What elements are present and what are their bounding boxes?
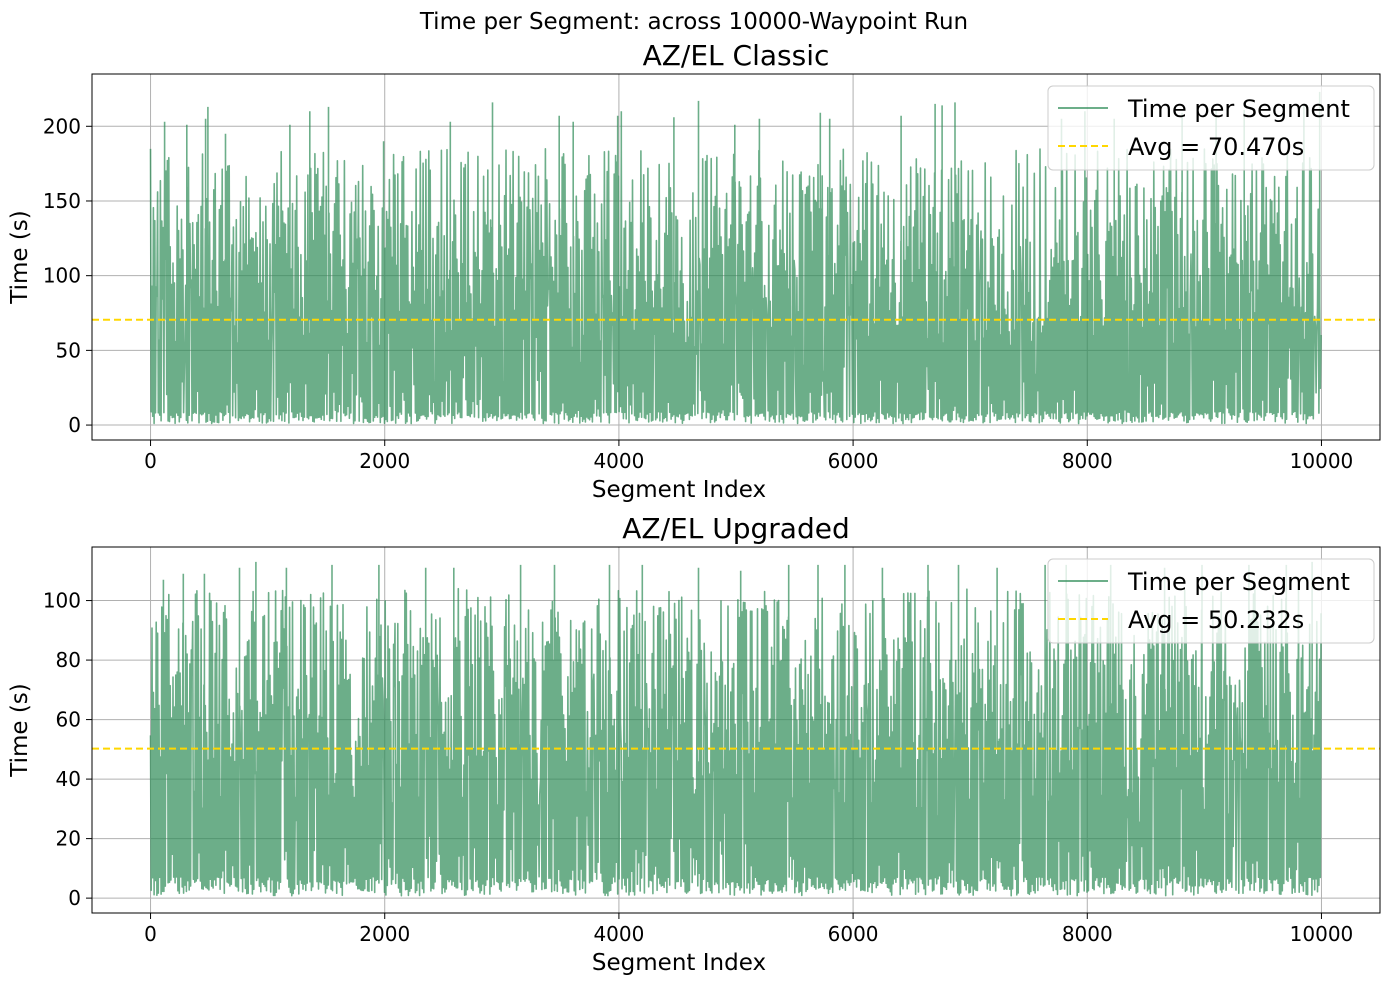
- upgraded-x-tick-label: 2000: [359, 922, 410, 946]
- upgraded-x-tick-label: 0: [144, 922, 157, 946]
- classic-y-tick-label: 0: [68, 413, 81, 437]
- upgraded-series-time-per-segment: [149, 561, 1322, 897]
- upgraded-legend: Time per Segment Avg = 50.232s: [1047, 558, 1375, 644]
- upgraded-x-tick-label: 4000: [593, 922, 644, 946]
- upgraded-legend-box: [1047, 558, 1375, 644]
- upgraded-y-axis-label: Time (s): [7, 683, 33, 778]
- classic-y-tick-label: 100: [43, 264, 81, 288]
- classic-x-tick-label: 4000: [593, 449, 644, 473]
- upgraded-y-tick-label: 100: [43, 589, 81, 613]
- upgraded-x-tick-label: 8000: [1062, 922, 1113, 946]
- upgraded-y-tick-label: 0: [68, 886, 81, 910]
- upgraded-y-tick-label: 80: [56, 648, 81, 672]
- classic-y-tick-label: 200: [43, 114, 81, 138]
- classic-axes-frame: [91, 73, 1381, 441]
- classic-legend-label: Time per Segment: [1127, 95, 1350, 123]
- classic-y-tick-label: 150: [43, 189, 81, 213]
- figure-suptitle: Time per Segment: across 10000-Waypoint …: [419, 9, 968, 35]
- classic-x-tick-label: 8000: [1062, 449, 1113, 473]
- upgraded-x-tick-label: 6000: [828, 922, 879, 946]
- upgraded-x-axis-label: Segment Index: [592, 950, 766, 976]
- classic-subplot: AZ/EL Classic 0 2000 4000 6000 8000 10000 0 50 10…: [7, 39, 1381, 503]
- classic-y-tick-label: 50: [56, 338, 81, 362]
- classic-title: AZ/EL Classic: [643, 39, 830, 72]
- upgraded-legend-label: Avg = 50.232s: [1128, 606, 1304, 634]
- classic-series-time-per-segment: [149, 91, 1322, 425]
- classic-legend-label: Avg = 70.470s: [1128, 133, 1304, 161]
- upgraded-y-tick-label: 40: [56, 767, 81, 791]
- upgraded-y-tick-label: 60: [56, 708, 81, 732]
- classic-x-tick-label: 2000: [359, 449, 410, 473]
- classic-legend: Time per Segment Avg = 70.470s: [1047, 85, 1375, 171]
- upgraded-title: AZ/EL Upgraded: [622, 512, 849, 545]
- classic-y-axis-label: Time (s): [7, 210, 33, 305]
- classic-x-tick-label: 0: [144, 449, 157, 473]
- upgraded-axes-frame: [91, 546, 1381, 914]
- classic-x-tick-label: 6000: [828, 449, 879, 473]
- upgraded-legend-label: Time per Segment: [1127, 568, 1350, 596]
- classic-legend-box: [1047, 85, 1375, 171]
- classic-x-tick-label: 10000: [1290, 449, 1354, 473]
- upgraded-subplot: AZ/EL Upgraded 0 2000 4000 6000 8000 10000 0 20 4…: [7, 512, 1381, 976]
- classic-x-axis-label: Segment Index: [592, 477, 766, 503]
- upgraded-y-tick-label: 20: [56, 827, 81, 851]
- upgraded-x-tick-label: 10000: [1290, 922, 1354, 946]
